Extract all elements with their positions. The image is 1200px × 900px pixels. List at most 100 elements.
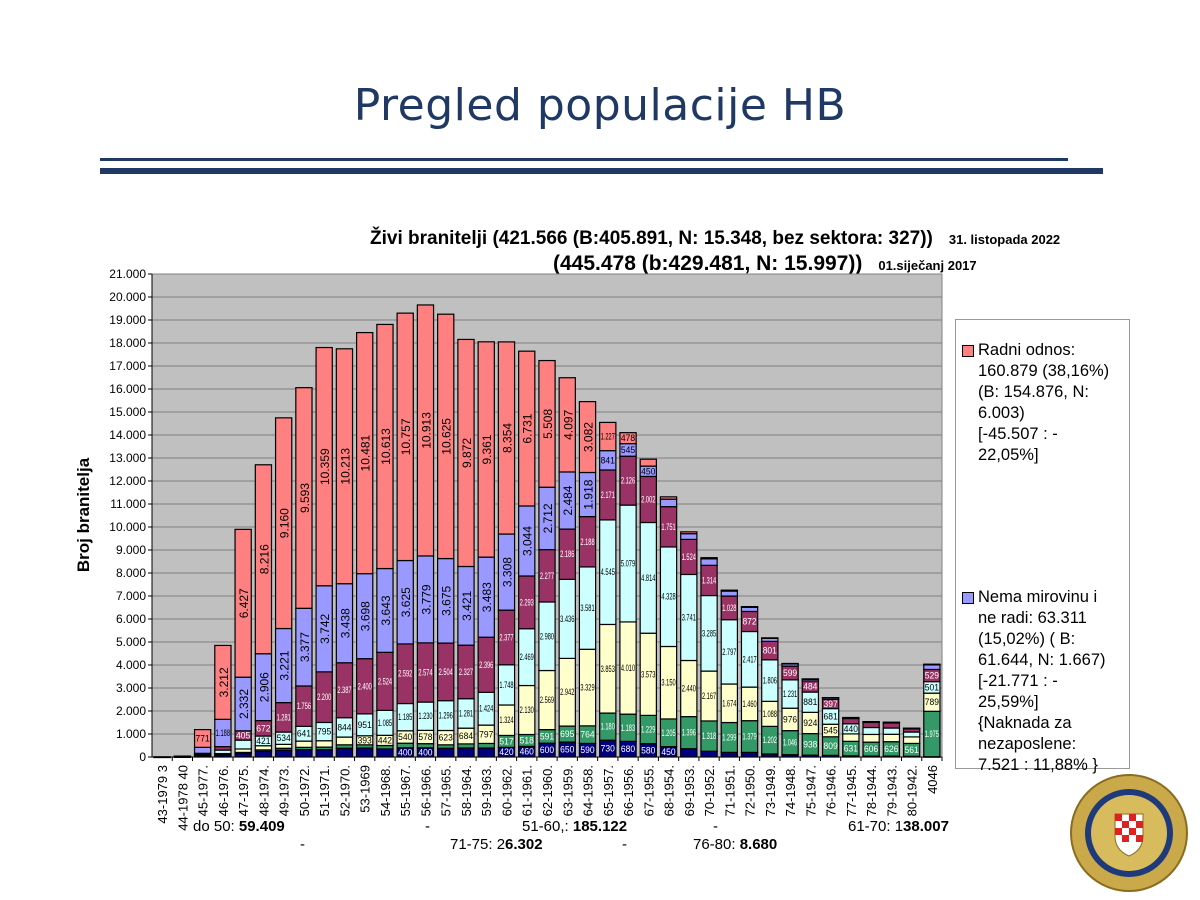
data-label: 2.797 <box>722 647 736 657</box>
x-tick-label: 76-1946. <box>824 765 839 816</box>
bar-segment <box>193 746 212 754</box>
bar-segment <box>457 338 475 568</box>
data-label: 1.202 <box>763 735 777 745</box>
data-label: 841 <box>601 455 615 465</box>
data-label: 938 <box>803 739 817 749</box>
data-label: 3.438 <box>338 608 352 638</box>
bar-segment <box>902 731 921 738</box>
data-label: 1.748 <box>499 680 513 690</box>
data-label: 1.185 <box>398 712 412 722</box>
data-label: 561 <box>905 745 919 755</box>
data-label: 2.417 <box>742 654 756 664</box>
bar-segment <box>659 496 678 500</box>
slide-title: Pregled populacije HB <box>353 80 847 131</box>
data-label: 1.085 <box>378 718 392 728</box>
data-label: 641 <box>297 729 311 739</box>
bar-segment <box>518 350 536 507</box>
data-label: 2.484 <box>561 485 575 515</box>
bar-segment <box>842 733 860 742</box>
data-label: 2.186 <box>560 549 574 559</box>
x-tick-label: 49-1973. <box>277 765 292 816</box>
y-tick-label: 9.000 <box>116 543 146 557</box>
data-label: 517 <box>499 736 513 746</box>
bar-segment <box>842 716 860 719</box>
bar-segment <box>477 742 495 749</box>
data-label: 3.421 <box>460 590 474 620</box>
data-label: 1.674 <box>722 698 736 708</box>
data-label: 10.625 <box>440 418 454 455</box>
data-label: 6.427 <box>237 588 251 618</box>
summary-value: 38.007 <box>903 818 949 835</box>
data-label: 1.314 <box>702 575 716 585</box>
data-label: 580 <box>641 745 655 755</box>
summary-sep: - <box>622 836 627 853</box>
bar-segment <box>862 721 880 723</box>
data-label: 4.097 <box>561 410 575 440</box>
bar-segment <box>335 348 354 585</box>
data-label: 2.569 <box>540 695 554 705</box>
x-tick-label: 74-1948. <box>783 765 798 816</box>
bar-segment <box>416 304 435 557</box>
data-label: 2.332 <box>237 689 251 719</box>
data-label: 771 <box>196 733 210 743</box>
data-label: 2.327 <box>459 667 473 677</box>
bar-segment <box>842 717 860 725</box>
x-tick-label: 47-1975. <box>236 765 251 816</box>
data-label: 10.613 <box>379 428 393 465</box>
chart-header-line1: Živi branitelji (421.566 (B:405.891, N: … <box>370 228 1060 250</box>
data-label: 10.481 <box>359 434 373 471</box>
y-tick-label: 15.000 <box>109 405 146 419</box>
data-label: 1.229 <box>641 725 655 735</box>
data-label: 5.079 <box>621 559 635 569</box>
data-label: 518 <box>520 735 534 745</box>
data-label: 2.906 <box>257 672 271 702</box>
data-label: 405 <box>236 730 250 740</box>
x-tick-label: 43-1979 3 <box>155 765 170 824</box>
summary-sep: - <box>425 818 430 835</box>
data-label: 1.318 <box>702 731 716 741</box>
legend-entry-radni-odnos: Radni odnos: 160.879 (38,16%) (B: 154.87… <box>962 340 1129 466</box>
data-label: 1.028 <box>722 603 736 613</box>
data-label: 3.308 <box>500 557 514 587</box>
bar-segment <box>315 740 333 748</box>
data-label: 1.227 <box>601 432 615 442</box>
x-tick-label: 59-1963. <box>479 765 494 816</box>
data-label: 650 <box>560 745 574 755</box>
x-tick-label: 68-1954. <box>662 765 677 816</box>
bar-segment <box>274 749 293 758</box>
data-label: 397 <box>823 699 837 709</box>
bar-segment <box>234 739 252 750</box>
bar-segment <box>659 498 678 508</box>
data-label: 1.975 <box>925 729 939 739</box>
data-label: 795 <box>317 727 331 737</box>
x-tick-label: 72-1950. <box>743 765 758 816</box>
bar-segment <box>254 750 273 758</box>
bar-segment <box>396 312 414 562</box>
data-label: 680 <box>621 744 635 754</box>
bar-segment <box>437 313 455 560</box>
data-label: 6.731 <box>521 413 535 443</box>
bar-segment <box>457 743 475 749</box>
title-divider-thick <box>100 168 1103 174</box>
data-label: 1.205 <box>661 728 675 738</box>
bar-segment <box>274 417 293 630</box>
x-tick-label: 67-1955. <box>641 765 656 816</box>
data-label: 3.150 <box>661 678 675 688</box>
x-tick-label: 73-1949. <box>763 765 778 816</box>
data-label: 695 <box>560 729 574 739</box>
data-label: 1.751 <box>661 522 675 532</box>
data-label: 3.212 <box>217 667 231 697</box>
y-tick-label: 18.000 <box>109 336 146 350</box>
bar-segment <box>538 359 556 488</box>
data-label: 1.396 <box>682 728 696 738</box>
bar-segment <box>315 346 333 587</box>
legend-swatch-lavender <box>962 592 974 604</box>
bar-segment <box>882 733 901 743</box>
data-label: 764 <box>580 730 594 740</box>
data-label: 591 <box>540 731 554 741</box>
chart-header-current-date: 31. listopada 2022 <box>948 232 1061 247</box>
bar-segment <box>720 589 739 592</box>
bar-segment <box>376 748 394 758</box>
data-label: 684 <box>459 731 473 741</box>
data-label: 2.293 <box>520 597 534 607</box>
